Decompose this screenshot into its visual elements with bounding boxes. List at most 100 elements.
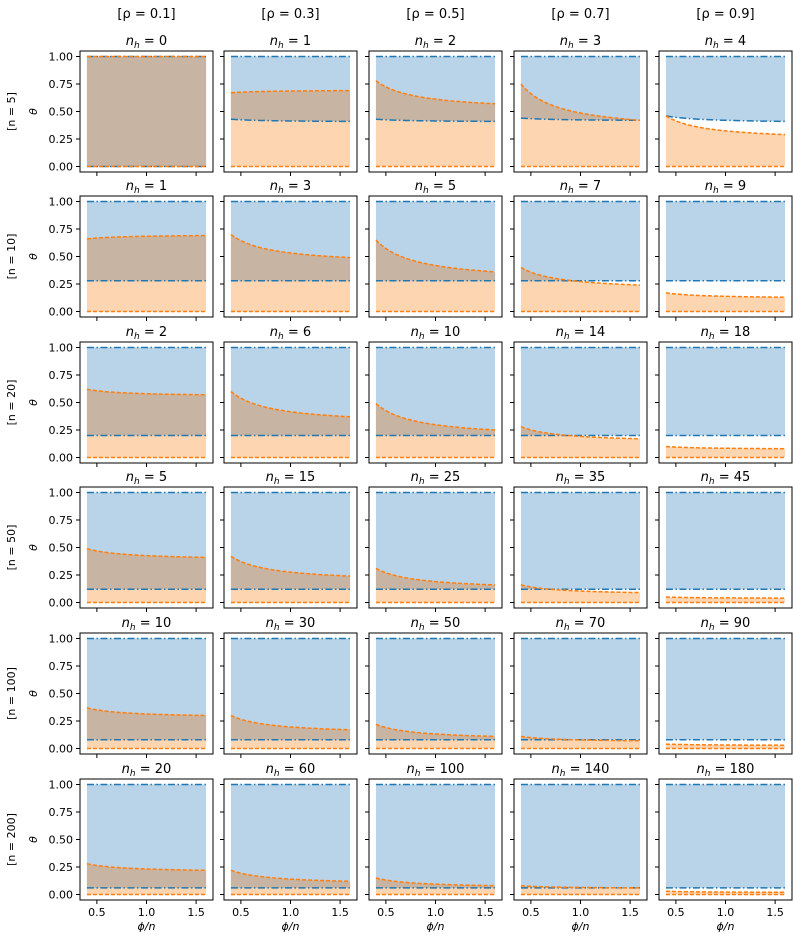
orange-upper-line bbox=[520, 735, 641, 742]
row-header: [n = 10] bbox=[5, 234, 18, 280]
y-tick-label: 1.00 bbox=[49, 487, 74, 500]
panel-r4-c2: nh = 50 bbox=[365, 616, 503, 758]
y-tick-label: 0.50 bbox=[49, 542, 74, 555]
blue-lower-line bbox=[230, 118, 351, 123]
panel-title: nh = 9 bbox=[705, 179, 746, 196]
y-axis-label: θ bbox=[27, 399, 40, 406]
orange-upper-line bbox=[86, 862, 207, 872]
overlap-band bbox=[520, 584, 641, 590]
panel-title: nh = 100 bbox=[407, 762, 465, 779]
overlap-band bbox=[520, 736, 641, 740]
panel-r5-c2: nh = 100 0.5 1.0 1.5 ϕ/n bbox=[365, 762, 503, 933]
row-header: [n = 200] bbox=[5, 813, 18, 866]
orange-upper-line bbox=[665, 445, 786, 450]
orange-band bbox=[665, 446, 786, 458]
orange-upper-line bbox=[230, 714, 351, 731]
orange-upper-line bbox=[665, 596, 786, 599]
x-tick-label: 1.5 bbox=[331, 906, 349, 919]
x-tick-label: 0.5 bbox=[522, 906, 540, 919]
y-tick-label: 0.00 bbox=[49, 452, 74, 465]
orange-upper-line bbox=[86, 234, 207, 240]
panel-title: nh = 5 bbox=[415, 179, 456, 196]
overlap-band bbox=[375, 80, 496, 122]
y-tick-label: 1.00 bbox=[49, 633, 74, 646]
orange-upper-line bbox=[86, 388, 207, 396]
panel-r2-c3: nh = 14 bbox=[510, 325, 648, 467]
blue-band bbox=[665, 638, 786, 740]
x-tick-label: 1.0 bbox=[282, 906, 300, 919]
blue-band bbox=[230, 784, 351, 888]
y-tick-label: 0.00 bbox=[49, 306, 74, 319]
orange-upper-line bbox=[665, 743, 786, 746]
panel-r5-c1: nh = 60 0.5 1.0 1.5 ϕ/n bbox=[220, 762, 358, 933]
blue-band bbox=[665, 784, 786, 888]
panel-r3-c1: nh = 15 bbox=[220, 470, 358, 612]
blue-band bbox=[665, 492, 786, 590]
orange-upper-line bbox=[230, 555, 351, 577]
panel-title: nh = 180 bbox=[697, 762, 755, 779]
overlap-band bbox=[520, 267, 641, 281]
panel-r1-c2: nh = 5 bbox=[365, 179, 503, 321]
y-tick-label: 0.75 bbox=[49, 660, 74, 673]
overlap-band bbox=[86, 707, 207, 740]
blue-band bbox=[375, 492, 496, 590]
panel-r0-c3: nh = 3 bbox=[510, 34, 648, 176]
panel-r1-c3: nh = 7 bbox=[510, 179, 648, 321]
orange-upper-line bbox=[665, 115, 786, 136]
x-tick-label: 1.0 bbox=[138, 906, 156, 919]
panel-title: nh = 14 bbox=[556, 325, 606, 342]
overlap-band bbox=[86, 863, 207, 888]
panel-title: nh = 0 bbox=[126, 34, 167, 51]
orange-upper-line bbox=[375, 239, 496, 273]
y-tick-label: 0.00 bbox=[49, 889, 74, 902]
blue-band bbox=[375, 347, 496, 436]
x-tick-label: 0.5 bbox=[377, 906, 395, 919]
y-tick-label: 0.00 bbox=[49, 743, 74, 756]
row-header: [n = 100] bbox=[5, 667, 18, 720]
overlap-band bbox=[375, 878, 496, 888]
y-axis-label: θ bbox=[27, 544, 40, 551]
y-tick-label: 1.00 bbox=[49, 342, 74, 355]
blue-band bbox=[665, 347, 786, 436]
blue-band bbox=[520, 492, 641, 590]
y-tick-label: 0.50 bbox=[49, 397, 74, 410]
x-axis-label: ϕ/n bbox=[427, 920, 445, 933]
y-axis-label: θ bbox=[27, 836, 40, 843]
row-header: [n = 50] bbox=[5, 525, 18, 571]
overlap-band bbox=[230, 391, 351, 436]
x-tick-label: 1.0 bbox=[572, 906, 590, 919]
panel-r3-c4: nh = 45 bbox=[655, 470, 793, 612]
y-tick-label: 1.00 bbox=[49, 779, 74, 792]
x-axis-label: ϕ/n bbox=[717, 920, 735, 933]
panel-title: nh = 1 bbox=[270, 34, 311, 51]
panel-title: nh = 6 bbox=[270, 325, 311, 342]
y-tick-label: 1.00 bbox=[49, 51, 74, 64]
orange-band bbox=[665, 292, 786, 312]
x-tick-label: 0.5 bbox=[667, 906, 685, 919]
orange-upper-line bbox=[86, 547, 207, 559]
y-tick-label: 0.50 bbox=[49, 834, 74, 847]
y-tick-label: 0.25 bbox=[49, 133, 74, 146]
orange-upper-line bbox=[665, 292, 786, 298]
blue-lower-line bbox=[665, 115, 786, 123]
panel-title: nh = 35 bbox=[556, 470, 606, 487]
panel-title: nh = 3 bbox=[560, 34, 601, 51]
overlap-band bbox=[230, 234, 351, 281]
x-tick-label: 0.5 bbox=[232, 906, 250, 919]
panel-r5-c3: nh = 140 0.5 1.0 1.5 ϕ/n bbox=[510, 762, 648, 933]
panel-title: nh = 4 bbox=[705, 34, 746, 51]
panel-title: nh = 30 bbox=[266, 616, 316, 633]
panel-r1-c4: nh = 9 bbox=[655, 179, 793, 321]
orange-upper-line bbox=[520, 266, 641, 286]
orange-upper-line bbox=[375, 877, 496, 887]
column-header: [ρ = 0.5] bbox=[406, 7, 464, 22]
column-header: [ρ = 0.7] bbox=[551, 7, 609, 22]
y-tick-label: 1.00 bbox=[49, 196, 74, 209]
panel-r4-c1: nh = 30 bbox=[220, 616, 358, 758]
y-tick-label: 0.50 bbox=[49, 688, 74, 701]
overlap-band bbox=[86, 389, 207, 436]
panel-r0-c2: nh = 2 bbox=[365, 34, 503, 176]
panel-title: nh = 10 bbox=[411, 325, 461, 342]
panel-title: nh = 7 bbox=[560, 179, 601, 196]
